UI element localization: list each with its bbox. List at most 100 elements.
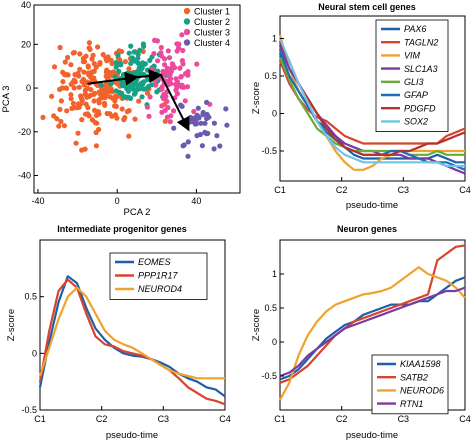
pca-point-cluster-1 xyxy=(103,73,110,80)
nsc-legend-label-tagln2: TAGLN2 xyxy=(404,37,438,47)
nsc-lines xyxy=(278,34,466,175)
pca-point-cluster-3 xyxy=(154,38,160,44)
nsc-x-axis-label: pseudo-time xyxy=(346,200,398,211)
ipc-x-axis-label: pseudo-time xyxy=(106,430,158,441)
pca-point-cluster-3 xyxy=(169,61,175,67)
pca-point-cluster-3 xyxy=(172,65,178,71)
pca-point-cluster-4 xyxy=(195,105,201,111)
pca-point-cluster-3 xyxy=(167,119,173,125)
pca-point-cluster-4 xyxy=(198,120,204,126)
pca-point-cluster-1 xyxy=(126,66,132,72)
pca-point-cluster-1 xyxy=(77,51,83,57)
ipc-y-tick-label: -0.5 xyxy=(21,405,37,415)
pca-point-cluster-3 xyxy=(166,78,172,84)
pca-point-cluster-4 xyxy=(217,143,223,149)
ipc-plot-frame xyxy=(39,239,226,411)
nsc-x-tick-label: C4 xyxy=(459,185,471,195)
pca-point-cluster-1 xyxy=(60,79,66,85)
pca-point-cluster-1 xyxy=(100,52,106,58)
pca-point-cluster-1 xyxy=(112,112,119,118)
pca-point-cluster-3 xyxy=(163,93,169,100)
neuron-y-tick-label: 0 xyxy=(272,337,277,347)
pca-point-cluster-1 xyxy=(162,118,168,124)
neuron-x-tick-label: C4 xyxy=(459,414,471,424)
pca-point-cluster-2 xyxy=(147,57,153,64)
pca-point-cluster-1 xyxy=(91,68,97,74)
pca-point-cluster-2 xyxy=(113,64,119,70)
pca-point-cluster-1 xyxy=(119,48,125,55)
pca-point-cluster-3 xyxy=(182,98,188,104)
pca-plot-frame xyxy=(33,4,241,194)
pca-point-cluster-4 xyxy=(171,125,177,131)
pca-point-cluster-1 xyxy=(58,98,64,104)
pca-point-cluster-4 xyxy=(204,111,210,118)
pca-point-cluster-1 xyxy=(101,100,108,106)
pca-point-cluster-1 xyxy=(89,56,95,62)
pca-point-cluster-1 xyxy=(76,84,82,90)
pca-point-cluster-4 xyxy=(193,121,200,127)
pca-point-cluster-1 xyxy=(76,104,82,110)
pca-point-cluster-2 xyxy=(131,49,137,55)
nsc-legend: PAX6 TAGLN2 VIM SLC1A3 GLI3 GFAP PDGFD SOX2 xyxy=(375,19,449,132)
pca-point-cluster-3 xyxy=(173,76,179,82)
pca-trajectory-arrow xyxy=(159,74,190,132)
pca-point-cluster-1 xyxy=(111,69,117,75)
pca-point-cluster-2 xyxy=(122,94,128,100)
pca-point-cluster-3 xyxy=(155,58,161,64)
pca-point-cluster-1 xyxy=(57,44,63,51)
pca-point-cluster-1 xyxy=(113,103,119,109)
pca-point-cluster-4 xyxy=(204,99,210,105)
pca-point-cluster-3 xyxy=(147,94,153,100)
pca-point-cluster-1 xyxy=(61,123,67,129)
pca-point-cluster-1 xyxy=(51,113,57,119)
pca-y-axis-label: PCA 3 xyxy=(1,86,12,113)
pca-point-cluster-4 xyxy=(224,122,230,128)
pca-point-cluster-1 xyxy=(80,59,86,65)
pca-point-cluster-3 xyxy=(149,66,155,72)
pca-y-tick-label: 0 xyxy=(26,83,31,93)
intermediate-progenitor-panel: Intermediate progenitor genes C1 C2 C3 C4 -0… xyxy=(6,224,231,441)
pca-point-cluster-3 xyxy=(162,107,168,113)
pca-point-cluster-1 xyxy=(91,91,97,97)
ipc-ticks: C1 C2 C3 C4 -0.5 0 0.5 xyxy=(21,292,230,424)
pca-point-cluster-4 xyxy=(199,143,205,149)
nsc-legend-label-vim: VIM xyxy=(404,51,421,61)
pca-point-cluster-3 xyxy=(178,74,184,80)
pca-point-cluster-3 xyxy=(152,82,159,88)
ipc-y-tick-label: 0 xyxy=(32,348,37,358)
pca-point-cluster-1 xyxy=(63,85,69,91)
nsc-y-tick-label: 0.5 xyxy=(264,71,277,81)
pca-point-cluster-3 xyxy=(162,62,168,68)
pca-y-tick-label: -20 xyxy=(18,127,31,137)
pca-point-cluster-1 xyxy=(77,66,83,72)
pca-point-cluster-4 xyxy=(204,115,210,122)
nsc-x-tick-label: C1 xyxy=(274,185,286,195)
pca-point-cluster-3 xyxy=(167,71,173,77)
neuron-ticks: C1 C2 C3 C4 -0.5 0 0.5 1 xyxy=(261,269,470,424)
pca-point-cluster-1 xyxy=(94,82,100,88)
pca-point-cluster-1 xyxy=(103,81,110,87)
pca-point-cluster-1 xyxy=(144,90,151,96)
neuron-y-tick-label: 0.5 xyxy=(264,303,277,313)
ipc-legend-label-neurod4: NEUROD4 xyxy=(138,284,182,294)
ipc-y-axis-label: Z-score xyxy=(6,309,17,341)
pca-point-cluster-1 xyxy=(87,46,93,53)
pca-point-cluster-1 xyxy=(92,107,98,113)
pca-point-cluster-2 xyxy=(154,89,160,95)
pca-legend-marker-cluster-1 xyxy=(183,7,191,15)
neuron-y-tick-label: 1 xyxy=(272,269,277,279)
pca-point-cluster-1 xyxy=(91,98,97,104)
pca-point-cluster-2 xyxy=(128,43,134,49)
pca-point-cluster-1 xyxy=(49,93,55,99)
pca-point-cluster-4 xyxy=(181,142,187,148)
pca-point-cluster-1 xyxy=(75,130,81,136)
pca-point-cluster-1 xyxy=(84,94,90,100)
neuron-x-tick-label: C3 xyxy=(398,414,410,424)
pca-point-cluster-3 xyxy=(179,58,185,64)
pca-point-cluster-3 xyxy=(174,41,180,47)
pca-point-cluster-1 xyxy=(96,97,102,103)
pca-x-tick-label: 40 xyxy=(191,196,201,206)
pca-point-cluster-1 xyxy=(81,69,87,75)
pca-point-cluster-1 xyxy=(104,110,110,117)
